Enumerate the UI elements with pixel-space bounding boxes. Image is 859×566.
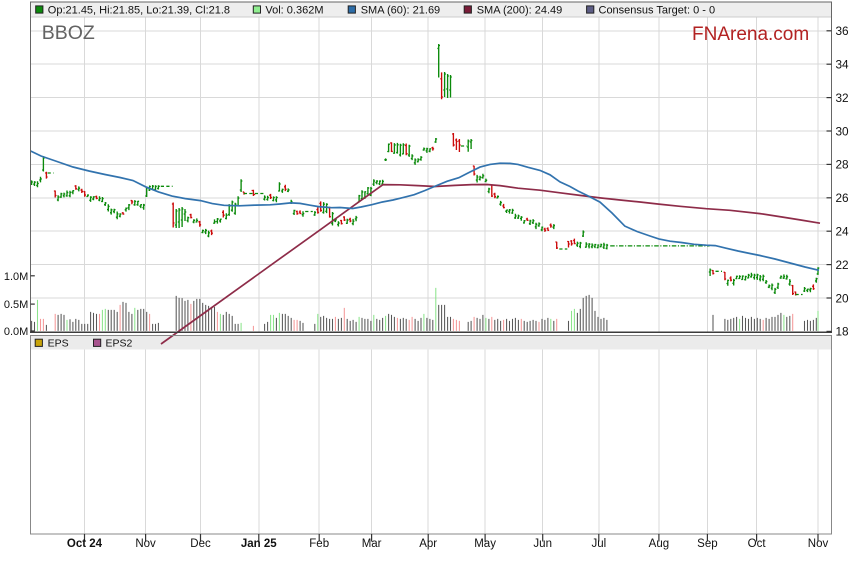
svg-text:May: May [474, 538, 496, 550]
svg-text:SMA (60): 21.69: SMA (60): 21.69 [361, 5, 441, 17]
svg-text:18: 18 [836, 325, 850, 339]
svg-text:Aug: Aug [649, 538, 669, 550]
svg-text:20: 20 [836, 291, 850, 305]
svg-text:Jan 25: Jan 25 [241, 538, 277, 550]
svg-text:Dec: Dec [190, 538, 211, 550]
svg-text:26: 26 [836, 191, 850, 205]
svg-text:22: 22 [836, 258, 849, 272]
svg-text:Op:21.45, Hi:21.85, Lo:21.39,: Op:21.45, Hi:21.85, Lo:21.39, Cl:21.8 [48, 5, 230, 17]
svg-text:Oct 24: Oct 24 [67, 538, 103, 550]
svg-text:EPS2: EPS2 [106, 338, 133, 350]
svg-text:BBOZ: BBOZ [42, 22, 95, 44]
svg-text:Feb: Feb [309, 538, 329, 550]
svg-text:Vol: 0.362M: Vol: 0.362M [265, 5, 323, 17]
svg-text:1.0M: 1.0M [4, 271, 28, 283]
svg-text:0.5M: 0.5M [4, 299, 28, 311]
svg-text:24: 24 [836, 225, 850, 239]
svg-text:30: 30 [836, 124, 850, 138]
svg-text:Apr: Apr [419, 538, 437, 550]
svg-text:34: 34 [836, 58, 850, 72]
svg-text:Nov: Nov [808, 538, 829, 550]
svg-text:28: 28 [836, 158, 850, 172]
svg-text:Jul: Jul [591, 538, 606, 550]
svg-text:Nov: Nov [135, 538, 156, 550]
svg-text:SMA (200): 24.49: SMA (200): 24.49 [477, 5, 563, 17]
svg-text:FNArena.com: FNArena.com [692, 24, 809, 45]
svg-text:EPS: EPS [48, 338, 69, 350]
svg-text:Sep: Sep [697, 538, 717, 550]
svg-text:Oct: Oct [748, 538, 767, 550]
svg-text:32: 32 [836, 91, 849, 105]
svg-text:36: 36 [836, 24, 850, 38]
svg-text:Mar: Mar [362, 538, 382, 550]
svg-text:Consensus Target: 0 - 0: Consensus Target: 0 - 0 [599, 5, 716, 17]
svg-text:0.0M: 0.0M [4, 326, 28, 338]
svg-text:Jun: Jun [533, 538, 552, 550]
